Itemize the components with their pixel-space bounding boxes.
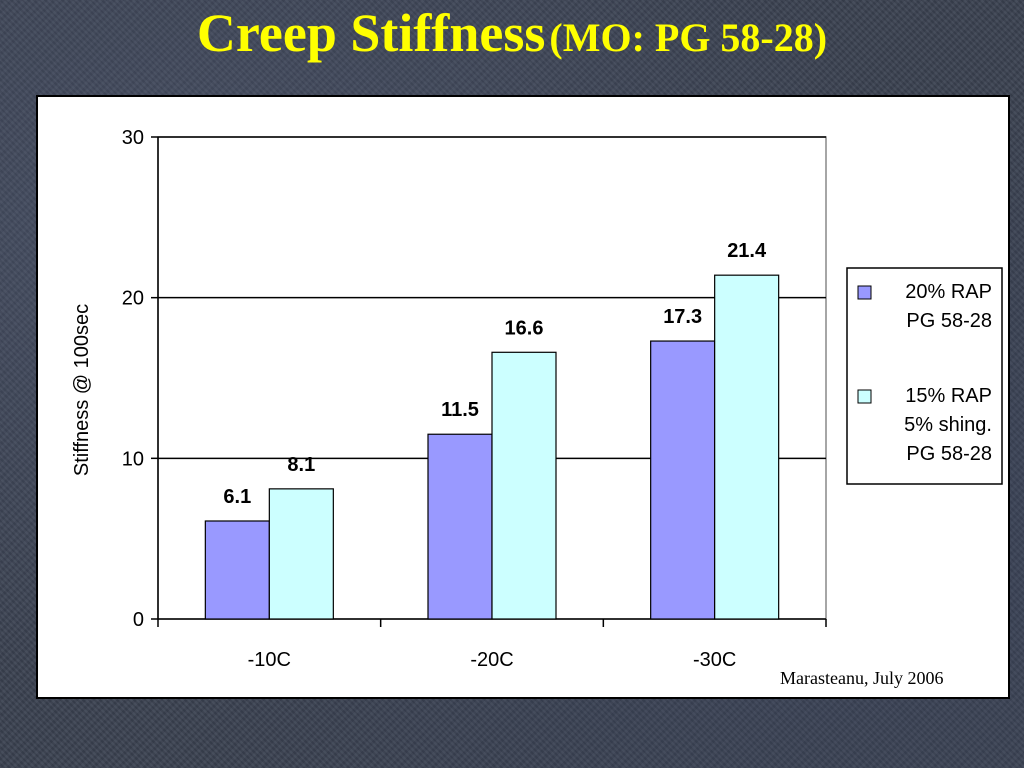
credit-text: Marasteanu, July 2006: [780, 668, 944, 688]
legend-label: PG 58-28: [906, 310, 992, 332]
legend-swatch: [857, 389, 872, 404]
bar: [204, 520, 270, 620]
bar: [650, 340, 716, 620]
data-label: 16.6: [505, 317, 544, 339]
title-subtitle: (MO: PG 58-28): [549, 15, 828, 60]
legend-label: 15% RAP: [905, 385, 992, 407]
data-label: 6.1: [223, 486, 251, 508]
data-label: 21.4: [727, 240, 767, 262]
legend-box: [846, 267, 1003, 485]
data-label: 11.5: [441, 399, 479, 421]
y-tick-label: 20: [122, 288, 144, 310]
bar: [714, 274, 780, 620]
data-label: 8.1: [287, 454, 315, 476]
x-tick-label: -10C: [248, 649, 291, 671]
legend-swatch: [857, 285, 872, 300]
slide-title: Creep Stiffness (MO: PG 58-28): [0, 2, 1024, 64]
data-label: 17.3: [663, 306, 702, 328]
title-main: Creep Stiffness: [196, 3, 546, 63]
x-tick-label: -30C: [693, 649, 736, 671]
bar: [268, 488, 334, 620]
y-tick-label: 10: [122, 448, 144, 470]
bar: [491, 351, 557, 620]
y-axis-label: Stiffness @ 100sec: [71, 304, 93, 476]
legend-label: 20% RAP: [905, 281, 992, 303]
y-tick-label: 30: [122, 127, 144, 149]
bar: [427, 433, 493, 620]
y-tick-label: 0: [133, 609, 144, 631]
legend-label: 5% shing.: [904, 414, 992, 436]
legend-label: PG 58-28: [906, 443, 992, 465]
x-tick-label: -20C: [470, 649, 513, 671]
